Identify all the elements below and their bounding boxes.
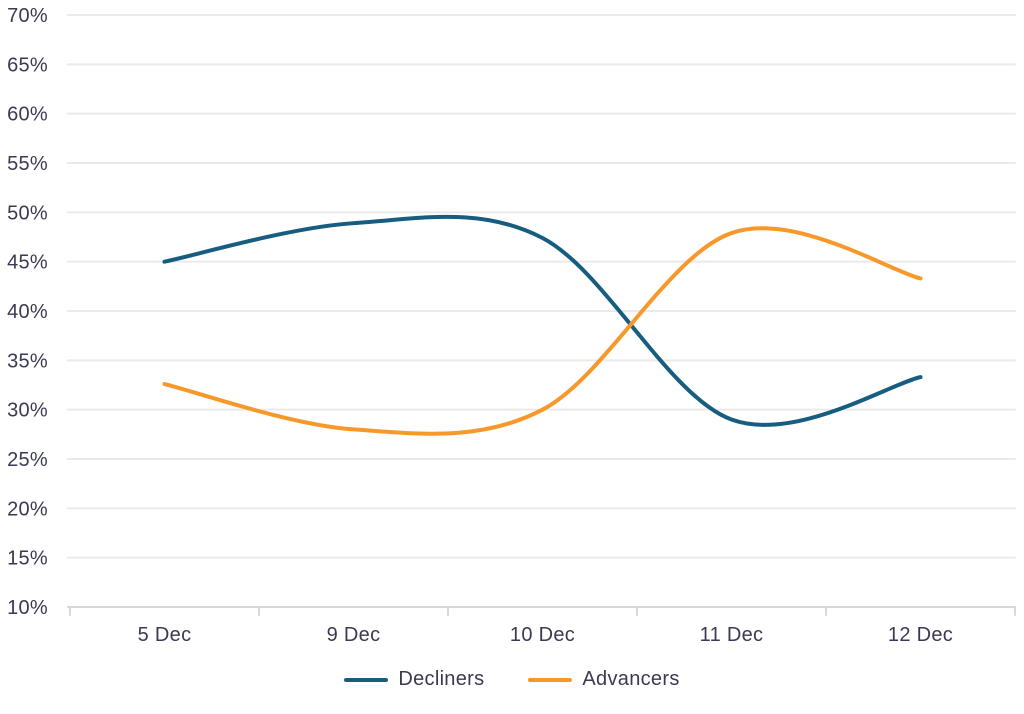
x-tick-label: 12 Dec: [888, 624, 953, 646]
y-tick-label: 70%: [7, 5, 48, 27]
legend: Decliners Advancers: [0, 668, 1024, 691]
x-axis: [69, 607, 1016, 616]
y-tick-label: 20%: [7, 498, 48, 520]
legend-item-advancers: Advancers: [528, 668, 679, 691]
x-tick-label: 5 Dec: [138, 624, 192, 646]
y-tick-label: 10%: [7, 597, 48, 619]
x-tick-label: 11 Dec: [700, 624, 764, 646]
y-tick-label: 45%: [7, 252, 48, 274]
series-lines: [162, 214, 923, 436]
x-axis-labels: 5 Dec 9 Dec 10 Dec 11 Dec 12 Dec: [138, 624, 953, 646]
decliners-line-swatch: [344, 677, 389, 682]
y-tick-label: 55%: [7, 153, 48, 175]
y-tick-label: 40%: [7, 301, 48, 323]
y-tick-label: 35%: [7, 350, 48, 372]
y-axis-labels: 10% 15% 20% 25% 30% 35% 40% 45% 50% 55% 60% 65% 70%: [7, 5, 48, 619]
y-tick-label: 50%: [7, 202, 48, 224]
y-tick-label: 60%: [7, 104, 48, 126]
y-tick-label: 25%: [7, 449, 48, 471]
series-line-decliners: [162, 214, 923, 427]
legend-item-decliners: Decliners: [344, 668, 484, 691]
x-tick-label: 9 Dec: [327, 624, 381, 646]
gridlines: [67, 14, 1016, 608]
advancers-line-swatch: [528, 677, 573, 682]
series-line-advancers: [162, 226, 923, 436]
legend-label-decliners: Decliners: [398, 668, 485, 690]
y-tick-label: 15%: [7, 548, 48, 570]
x-tick-label: 10 Dec: [510, 624, 575, 646]
y-tick-label: 65%: [7, 54, 48, 76]
legend-label-advancers: Advancers: [582, 668, 680, 690]
y-tick-label: 30%: [7, 400, 48, 422]
